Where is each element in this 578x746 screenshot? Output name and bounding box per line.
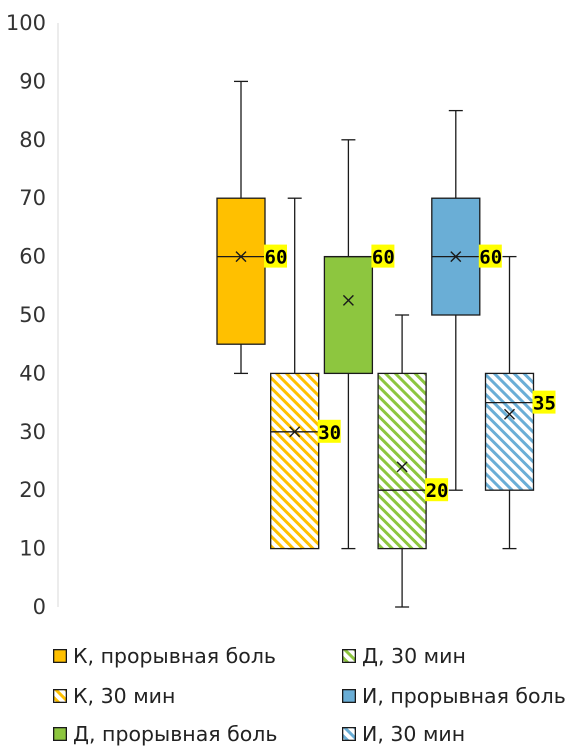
y-tick-label: 20 bbox=[19, 478, 46, 502]
mean-marker bbox=[289, 426, 301, 438]
svg-text:35: 35 bbox=[533, 393, 556, 415]
y-tick-label: 60 bbox=[19, 245, 46, 269]
iqr-box bbox=[270, 372, 320, 550]
mean-marker bbox=[342, 294, 354, 306]
legend-item: Д, 30 мин bbox=[342, 644, 466, 668]
y-tick-label: 40 bbox=[19, 361, 46, 385]
legend-label: К, 30 мин bbox=[73, 684, 176, 708]
legend-item: К, 30 мин bbox=[53, 684, 175, 708]
box-5: 60 bbox=[431, 109, 502, 491]
box-2: 30 bbox=[270, 197, 341, 550]
svg-text:60: 60 bbox=[479, 247, 502, 269]
y-tick-label: 50 bbox=[19, 303, 46, 327]
legend-swatch bbox=[342, 649, 356, 663]
svg-text:60: 60 bbox=[372, 247, 395, 269]
svg-text:20: 20 bbox=[426, 480, 449, 502]
y-tick-label: 30 bbox=[19, 420, 46, 444]
iqr-box bbox=[484, 372, 535, 491]
legend-item: И, прорывная боль bbox=[342, 684, 566, 708]
box-6: 35 bbox=[484, 255, 556, 550]
median-data-label: 60 bbox=[478, 244, 502, 269]
iqr-box bbox=[377, 372, 427, 550]
box-1: 60 bbox=[216, 80, 288, 375]
legend-item: Д, прорывная боль bbox=[53, 722, 277, 746]
legend-swatch bbox=[342, 689, 356, 703]
mean-marker bbox=[450, 251, 462, 263]
legend-swatch bbox=[342, 727, 356, 741]
legend-swatch bbox=[53, 649, 67, 663]
svg-text:60: 60 bbox=[265, 247, 288, 269]
legend-swatch bbox=[53, 727, 67, 741]
median-data-label: 20 bbox=[425, 478, 448, 502]
y-tick-label: 90 bbox=[19, 69, 46, 93]
iqr-box bbox=[323, 255, 374, 375]
box-plot-chart: 0 10 20 30 40 50 60 70 80 90 100 60 30 60 20 60 35 bbox=[6, 11, 556, 619]
iqr-box bbox=[216, 197, 266, 345]
box-3: 60 bbox=[323, 139, 395, 550]
svg-text:30: 30 bbox=[318, 422, 341, 444]
y-tick-label: 80 bbox=[19, 128, 46, 152]
legend: К, прорывная боль Д, 30 мин К, 30 мин И, пр… bbox=[0, 640, 578, 746]
legend-label: И, прорывная боль bbox=[362, 684, 566, 708]
legend-item: К, прорывная боль bbox=[53, 644, 276, 668]
mean-marker bbox=[235, 251, 247, 263]
y-axis: 0 10 20 30 40 50 60 70 80 90 100 bbox=[6, 11, 59, 619]
legend-label: И, 30 мин bbox=[362, 722, 466, 746]
y-tick-label: 0 bbox=[33, 595, 46, 619]
legend-label: Д, 30 мин bbox=[362, 644, 466, 668]
median-data-label: 35 bbox=[532, 390, 556, 415]
mean-marker bbox=[504, 408, 515, 420]
median-data-label: 60 bbox=[371, 244, 395, 269]
legend-item: И, 30 мин bbox=[342, 722, 465, 746]
legend-label: Д, прорывная боль bbox=[73, 722, 278, 746]
mean-marker bbox=[396, 461, 408, 473]
box-4: 20 bbox=[377, 314, 448, 608]
legend-swatch bbox=[53, 689, 67, 703]
median-data-label: 60 bbox=[264, 244, 288, 269]
median-data-label: 30 bbox=[317, 419, 341, 444]
legend-label: К, прорывная боль bbox=[73, 644, 277, 668]
y-tick-label: 70 bbox=[19, 186, 46, 210]
y-tick-label: 10 bbox=[19, 537, 46, 561]
y-tick-label: 100 bbox=[6, 11, 46, 35]
box-series: 60 30 60 20 60 35 bbox=[216, 80, 556, 608]
